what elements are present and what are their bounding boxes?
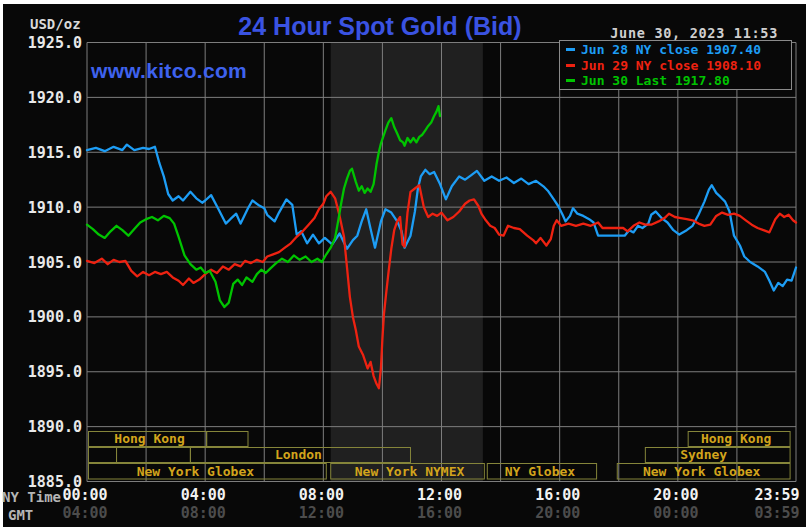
x-tick-gmt: 03:59	[755, 504, 800, 522]
y-tick-label: 1890.0	[24, 418, 82, 436]
x-tick-gmt: 00:00	[653, 504, 698, 522]
x-tick-gmt: 16:00	[417, 504, 462, 522]
page-title: 24 Hour Spot Gold (Bid)	[160, 12, 600, 41]
x-tick-ny: 08:00	[299, 486, 344, 504]
kitco-gold-chart: Hong Kong Hong Kong London Sydney New York G…	[0, 0, 810, 532]
y-tick-label: 1920.0	[24, 89, 82, 107]
kitco-watermark: www.kitco.com	[91, 59, 247, 83]
legend-dash-icon	[566, 64, 575, 67]
session-box	[88, 448, 116, 463]
session-box	[117, 448, 191, 463]
x-tick-gmt: 08:00	[181, 504, 226, 522]
y-tick-label: 1900.0	[24, 308, 82, 326]
y-tick-label: 1905.0	[24, 254, 82, 272]
y-tick-label: 1915.0	[24, 144, 82, 162]
x-tick-gmt: 20:00	[535, 504, 580, 522]
session-label: Hong Kong	[114, 431, 184, 446]
y-tick-label: 1910.0	[24, 199, 82, 217]
legend-dash-icon	[566, 48, 575, 51]
legend-item: Jun 28 NY close 1907.40	[566, 42, 791, 58]
session-label: London	[275, 447, 322, 462]
legend: Jun 28 NY close 1907.40Jun 29 NY close 1…	[559, 40, 792, 90]
session-label: New York Globex	[643, 464, 761, 479]
session-label: Sydney	[680, 447, 727, 462]
session-label: New York Globex	[137, 464, 255, 479]
x-tick-ny: 23:59	[755, 486, 800, 504]
legend-item: Jun 29 NY close 1908.10	[566, 58, 791, 74]
x-tick-ny: 00:00	[63, 486, 108, 504]
x-tick-gmt: 12:00	[299, 504, 344, 522]
x-tick-ny: 12:00	[417, 486, 462, 504]
y-tick-label: 1895.0	[24, 363, 82, 381]
session-label: New York NYMEX	[355, 464, 465, 479]
session-box	[207, 432, 248, 447]
y-axis-unit-label: USD/oz	[30, 16, 81, 32]
y-tick-label: 1925.0	[24, 34, 82, 52]
legend-label: Jun 30 Last 1917.80	[581, 73, 730, 88]
ny-time-axis-label: NY Time	[2, 489, 61, 505]
x-tick-ny: 20:00	[653, 486, 698, 504]
legend-label: Jun 29 NY close 1908.10	[581, 58, 761, 73]
legend-label: Jun 28 NY close 1907.40	[581, 42, 761, 57]
legend-dash-icon	[566, 79, 575, 82]
session-label: NY Globex	[505, 464, 576, 479]
gmt-axis-label: GMT	[8, 507, 33, 523]
legend-item: Jun 30 Last 1917.80	[566, 73, 791, 89]
date-time-label: June 30, 2023 11:53	[600, 25, 778, 41]
x-tick-gmt: 04:00	[63, 504, 108, 522]
x-tick-ny: 16:00	[535, 486, 580, 504]
session-label: Hong Kong	[701, 431, 771, 446]
x-tick-ny: 04:00	[181, 486, 226, 504]
